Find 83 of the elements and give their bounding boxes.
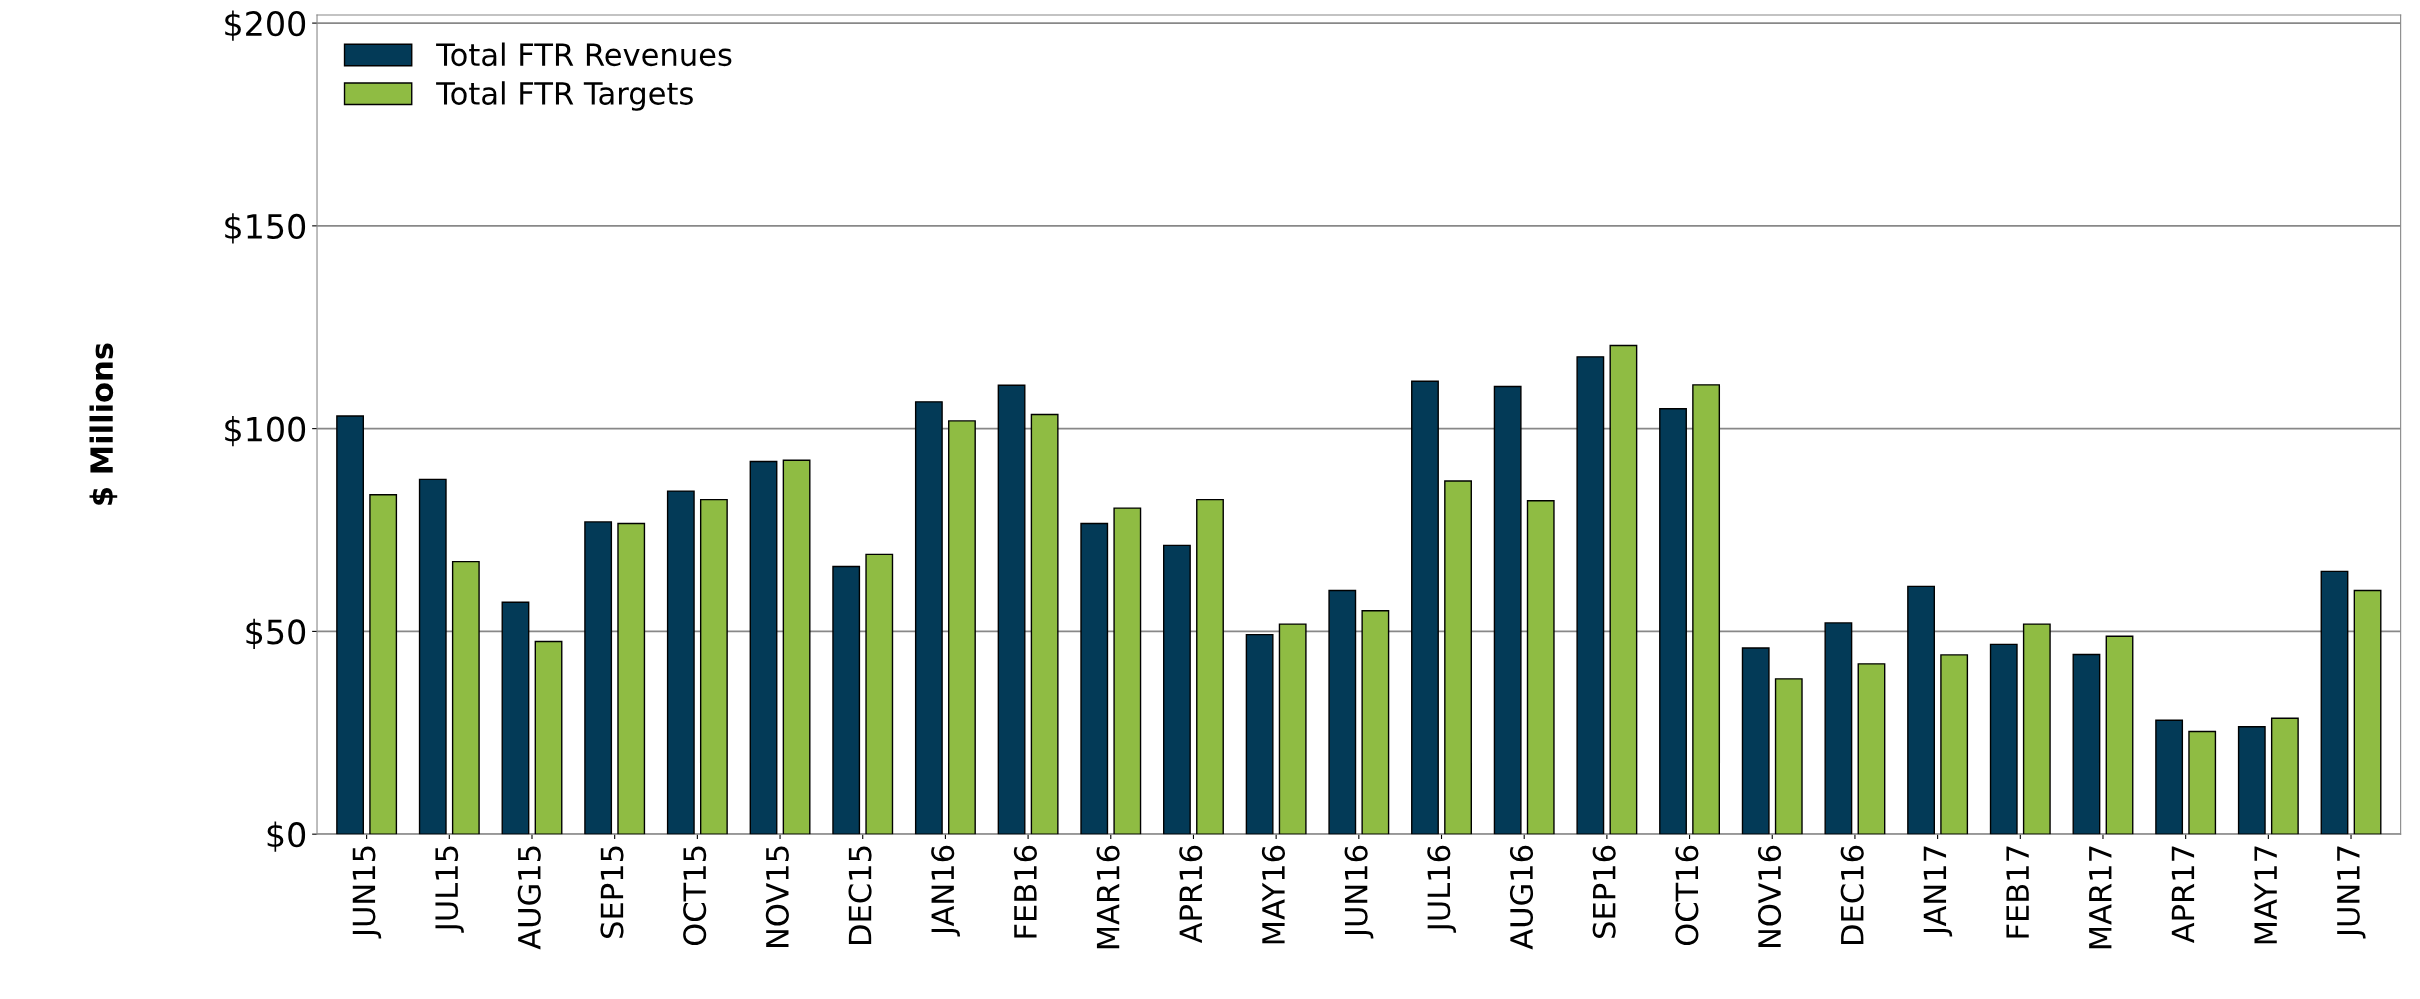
- bar: [832, 565, 861, 835]
- bar: [1692, 384, 1721, 835]
- x-tick-label: NOV16: [1758, 845, 1782, 948]
- y-tick-label: $200: [225, 10, 306, 41]
- x-tick-label: JUL16: [1427, 845, 1457, 933]
- x-tick-label: SEP15: [600, 846, 624, 938]
- bar: [336, 415, 365, 835]
- legend-label: Total FTR Targets: [436, 81, 693, 111]
- bar: [1940, 654, 1969, 835]
- bar: [1659, 408, 1687, 835]
- bar: [534, 640, 563, 835]
- bar: [1526, 500, 1555, 835]
- bar: [2072, 653, 2101, 835]
- x-tick-label: APR16: [1179, 845, 1203, 944]
- bar: [1163, 544, 1191, 835]
- x-tick-label: OCT16: [1675, 845, 1699, 946]
- bar: [699, 498, 728, 835]
- bar: [1245, 633, 1274, 835]
- x-tick-label: MAR16: [1096, 845, 1120, 949]
- y-tick-label: $0: [267, 821, 306, 852]
- x-tick-label: MAR17: [2089, 846, 2112, 949]
- bar: [1080, 522, 1109, 835]
- bar: [666, 490, 695, 835]
- bar: [369, 494, 398, 835]
- bar: [865, 553, 894, 835]
- x-tick-label: FEB16: [1013, 845, 1037, 938]
- bar: [914, 401, 943, 835]
- bar: [1444, 480, 1472, 835]
- bar: [1824, 622, 1853, 835]
- bar: [1196, 498, 1224, 835]
- bar: [782, 459, 811, 835]
- bar: [1989, 643, 2018, 835]
- x-tick-label: JUN17: [2337, 846, 2366, 939]
- bar: [997, 384, 1026, 835]
- bar: [1576, 356, 1605, 835]
- bar: [1857, 663, 1886, 835]
- x-tick-label: NOV15: [765, 846, 789, 948]
- bar: [501, 601, 530, 835]
- bar: [1411, 380, 1439, 835]
- bar: [1493, 385, 1522, 835]
- y-axis-title: $ Millions: [89, 343, 118, 505]
- y-tick-label: $50: [246, 618, 306, 649]
- bar: [2237, 726, 2266, 835]
- x-tick-label: JAN17: [1923, 846, 1953, 937]
- x-tick-label: DEC16: [1840, 845, 1864, 944]
- x-tick-label: JUN15: [352, 846, 382, 939]
- bar: [1113, 507, 1142, 835]
- bar: [2270, 717, 2299, 835]
- bar: [451, 560, 480, 835]
- x-tick-label: AUG16: [1509, 845, 1534, 950]
- bar: [749, 460, 778, 835]
- bar: [1278, 623, 1307, 835]
- bar: [1774, 678, 1803, 835]
- bar: [2022, 623, 2051, 835]
- x-tick-label: JUL15: [435, 846, 464, 933]
- y-tick-label: $150: [225, 213, 306, 244]
- x-tick-label: OCT15: [683, 846, 707, 946]
- x-tick-label: JUN16: [1344, 845, 1374, 939]
- bar: [584, 521, 613, 835]
- bar: [1609, 344, 1638, 835]
- x-tick-label: AUG15: [517, 846, 541, 950]
- x-tick-label: FEB17: [2006, 846, 2029, 938]
- bar: [1328, 589, 1357, 835]
- x-tick-label: DEC15: [848, 846, 872, 944]
- bar: [1361, 610, 1390, 835]
- bar: [948, 420, 976, 835]
- bar: [2188, 730, 2217, 835]
- legend-label: Total FTR Revenues: [436, 42, 732, 67]
- x-tick-label: MAY16: [1261, 845, 1286, 944]
- x-tick-label: JAN16: [931, 845, 960, 937]
- bar: [2320, 570, 2349, 835]
- x-tick-label: APR17: [2171, 846, 2195, 944]
- bar: [2353, 589, 2382, 835]
- bar: [2105, 635, 2134, 835]
- bar: [2155, 719, 2184, 835]
- bar: [418, 478, 447, 835]
- x-tick-label: MAY17: [2254, 846, 2277, 944]
- bar: [1741, 647, 1770, 835]
- bar: [617, 522, 646, 835]
- x-tick-label: SEP16: [1592, 845, 1616, 938]
- bar: [1907, 585, 1936, 835]
- bar: [1030, 413, 1059, 835]
- y-tick-label: $100: [225, 415, 306, 447]
